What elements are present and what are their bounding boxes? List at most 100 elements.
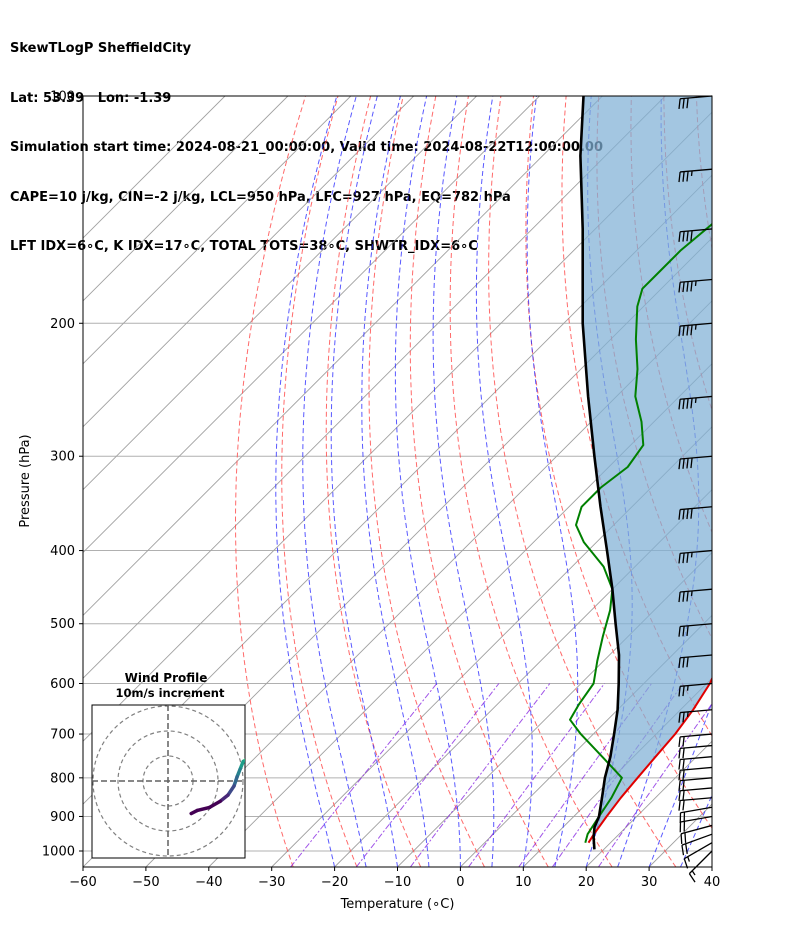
- barb-staff: [680, 744, 713, 749]
- dry-adiabat: [409, 96, 549, 867]
- barb-flag: [682, 790, 685, 801]
- wind-barb: [678, 733, 713, 748]
- hodograph-segment: [266, 746, 274, 749]
- x-tick-label: 10: [515, 875, 532, 890]
- y-axis-label: Pressure (hPa): [18, 434, 33, 527]
- wind-barb: [678, 168, 713, 183]
- barb-flag: [678, 800, 681, 811]
- barb-staff: [680, 623, 713, 628]
- isotherm-line: [334, 488, 712, 867]
- barb-flag: [682, 747, 685, 759]
- isotherm-line: [83, 96, 603, 617]
- barb-flag: [678, 231, 681, 242]
- barb-staff: [680, 682, 713, 687]
- barb-flag: [690, 398, 693, 409]
- x-tick-label: 30: [641, 875, 658, 890]
- y-tick-label: 700: [50, 728, 75, 743]
- barb-half-flag: [686, 685, 689, 691]
- barb-staff: [680, 322, 713, 327]
- barb-flag: [681, 845, 685, 856]
- moist-adiabat: [394, 96, 461, 867]
- dry-adiabat: [729, 96, 794, 867]
- barb-flag: [685, 843, 688, 854]
- barb-staff: [680, 549, 713, 554]
- moist-adiabat: [526, 96, 579, 867]
- barb-flag: [682, 800, 685, 811]
- wind-barb: [679, 806, 713, 823]
- barb-flag: [686, 656, 689, 668]
- barb-flag: [686, 552, 689, 563]
- hodograph-segment: [189, 808, 200, 816]
- barb-flag: [682, 712, 685, 723]
- wind-barb: [678, 744, 713, 759]
- barb-flag: [678, 591, 681, 603]
- x-tick-label: −20: [321, 875, 348, 890]
- y-tick-label: 100: [50, 90, 75, 105]
- barb-flag: [678, 736, 681, 748]
- barb-flag: [686, 171, 689, 182]
- barb-half-flag: [691, 870, 696, 876]
- barb-half-flag: [694, 397, 697, 403]
- dry-adiabat: [525, 96, 712, 829]
- dry-adiabat: [235, 96, 306, 867]
- barb-staff: [680, 228, 713, 233]
- wind-barb: [681, 833, 713, 856]
- barb-flag: [678, 399, 681, 410]
- barb-flag: [678, 171, 681, 183]
- barb-flag: [678, 458, 681, 470]
- wind-barb: [678, 506, 713, 520]
- barb-flag: [678, 712, 681, 723]
- barb-flag: [682, 398, 685, 410]
- barb-staff: [680, 777, 713, 782]
- barb-flag: [686, 230, 689, 242]
- barb-flag: [682, 325, 685, 336]
- moist-adiabat: [302, 96, 367, 867]
- dry-adiabat: [325, 96, 422, 867]
- barb-flag: [686, 325, 689, 336]
- barb-half-flag: [694, 324, 697, 330]
- dry-adiabat: [449, 96, 613, 867]
- inset-title: Wind Profile: [125, 671, 208, 685]
- barb-staff: [688, 850, 713, 875]
- barb-staff: [680, 506, 713, 511]
- barb-staff: [680, 455, 713, 460]
- x-tick-label: 40: [704, 875, 721, 890]
- isotherm-line: [775, 96, 794, 867]
- isotherm-line: [397, 551, 712, 867]
- wind-barb: [678, 682, 713, 697]
- temperature-profile: [587, 676, 712, 844]
- dry-adiabat: [368, 96, 485, 867]
- barb-flag: [678, 553, 681, 564]
- barb-flag: [690, 457, 693, 469]
- wind-barb: [678, 623, 713, 637]
- barb-staff: [680, 588, 713, 593]
- barb-flag: [682, 231, 685, 242]
- barb-flag: [682, 780, 685, 791]
- barb-staff: [680, 733, 713, 738]
- wind-barb: [678, 228, 713, 242]
- wind-barb: [688, 850, 713, 883]
- wind-barb: [678, 756, 713, 770]
- isotherm-line: [145, 300, 712, 867]
- wind-barb: [678, 766, 713, 781]
- moist-adiabat: [617, 96, 700, 867]
- barb-flag: [682, 509, 685, 520]
- moist-adiabat: [475, 96, 533, 867]
- barb-flag: [678, 626, 681, 637]
- barb-flag: [686, 281, 689, 292]
- wind-barb: [678, 654, 713, 668]
- dewpoint-profile: [569, 222, 712, 843]
- inset-subtitle: 10m/s increment: [116, 686, 225, 700]
- mixing-ratio-line: [597, 702, 712, 867]
- x-tick-label: 20: [578, 875, 595, 890]
- barb-flag: [678, 780, 681, 791]
- moist-adiabat: [275, 96, 338, 867]
- barb-flag: [678, 509, 681, 520]
- y-tick-label: 200: [50, 317, 75, 332]
- barb-flag: [678, 282, 681, 293]
- barb-flag: [682, 736, 685, 747]
- x-tick-label: −50: [132, 875, 159, 890]
- barb-flag: [678, 657, 681, 668]
- barb-flag: [682, 626, 685, 637]
- barb-flag: [686, 398, 689, 409]
